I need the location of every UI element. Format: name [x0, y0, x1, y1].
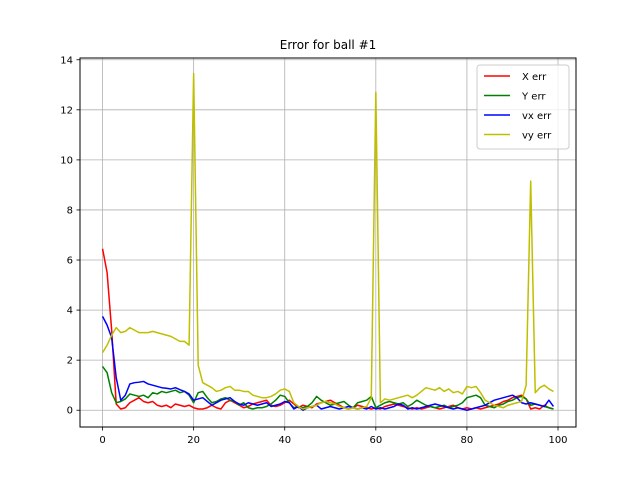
x-axis: 0 20 40 60 80 100 [99, 427, 568, 446]
x-tick-label: 0 [99, 435, 105, 446]
chart-title: Error for ball #1 [280, 38, 377, 52]
y-axis: 0 2 4 6 8 10 12 14 [60, 55, 80, 417]
legend-label: X err [522, 72, 547, 83]
y-tick-label: 8 [67, 205, 73, 216]
legend-box [476, 64, 570, 150]
legend: X err Y err vx err vy err [476, 64, 570, 150]
y-tick-label: 10 [60, 155, 73, 166]
x-tick-label: 100 [548, 435, 567, 446]
series-line-x-err [101, 248, 554, 410]
y-tick-label: 12 [60, 105, 73, 116]
y-tick-label: 14 [60, 55, 73, 66]
legend-label: vy err [522, 131, 552, 142]
series-layer [101, 72, 555, 411]
plot-frame [79, 57, 577, 428]
y-tick-label: 4 [67, 306, 73, 317]
series-line-vy-err [101, 72, 554, 410]
x-tick-label: 20 [187, 435, 200, 446]
legend-label: vx err [522, 111, 552, 122]
y-tick-label: 0 [67, 406, 73, 417]
legend-label: Y err [521, 92, 546, 103]
grid [80, 58, 576, 427]
series-line-vx-err [101, 316, 555, 411]
x-tick-label: 40 [278, 435, 291, 446]
series-line-y-err [101, 365, 554, 410]
y-tick-label: 6 [67, 256, 73, 267]
x-tick-label: 80 [461, 435, 474, 446]
x-tick-label: 60 [369, 435, 382, 446]
y-tick-label: 2 [67, 356, 73, 367]
